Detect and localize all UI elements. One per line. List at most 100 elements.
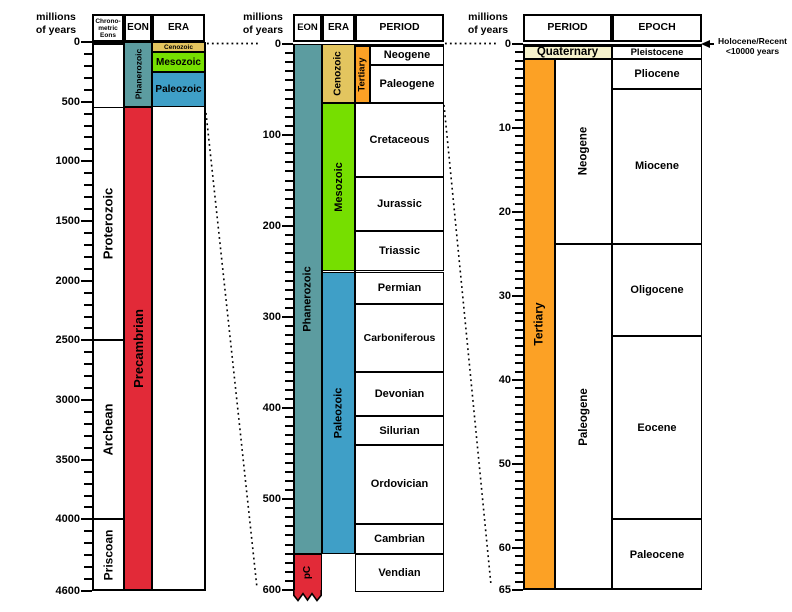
segment-label: Paleocene (629, 548, 685, 561)
axis-tick (81, 458, 92, 461)
axis-tick (84, 422, 92, 425)
segment-label: Neogene (577, 127, 590, 176)
axis-tick (84, 208, 92, 211)
segment-jurassic: Jurassic (355, 176, 444, 231)
torn-edge (293, 589, 322, 602)
axis-tick (285, 443, 293, 446)
segment-label: Pleistocene (630, 46, 684, 58)
annotation-line2: <10000 years (725, 46, 780, 56)
axis-tick (285, 561, 293, 564)
segment-label: Cenozoic (164, 43, 193, 51)
axis-tick (84, 52, 92, 55)
axis-tick (285, 434, 293, 437)
axis-tick (515, 152, 523, 155)
segment-cambrian: Cambrian (355, 523, 444, 554)
axis-tick (285, 416, 293, 419)
axis-tick (515, 337, 523, 339)
axis-tick (285, 479, 293, 482)
segment-oligocene: Oligocene (612, 243, 702, 337)
segment-label: pC (302, 565, 313, 579)
axis-tick (84, 172, 92, 175)
axis-tick (285, 52, 293, 55)
segment-label: Tertiary (532, 302, 547, 346)
column-header-text: ERA (327, 21, 350, 33)
axis-tick (285, 488, 293, 491)
axis-tick (285, 525, 293, 528)
segment-silurian: Silurian (355, 416, 444, 446)
segment-label: Phanerozoic (133, 49, 144, 100)
axis-tick (285, 206, 293, 209)
tick-label-1000: 1000 (55, 155, 80, 168)
axis-tick (515, 429, 523, 432)
column-header-text: PERIOD (379, 21, 420, 34)
border-line (203, 42, 206, 591)
segment-label: Phanerozoic (301, 266, 314, 332)
axis-tick (285, 552, 293, 555)
segment-label: Miocene (634, 160, 679, 173)
segment-pc: pC (293, 553, 322, 590)
column-header-period: PERIOD (355, 14, 444, 42)
axis-tick (285, 461, 293, 464)
axis-tick (84, 351, 92, 354)
axis-tick (81, 160, 92, 163)
segment-label: Vendian (378, 566, 421, 579)
border-line (123, 42, 125, 591)
axis-tick (81, 518, 92, 521)
axis-tick (285, 234, 293, 237)
segment-paleozoic: Paleozoic (322, 271, 355, 554)
axis-tick (515, 412, 523, 415)
axis-tick (84, 267, 92, 270)
tick-label-40: 40 (498, 374, 511, 386)
column-header-eon: EON (293, 14, 322, 42)
column-header-text: EON (297, 21, 318, 33)
segment-ordovician: Ordovician (355, 445, 444, 524)
border-line (700, 44, 703, 590)
axis-tick (282, 43, 293, 45)
axis-tick (515, 253, 523, 255)
axis-tick (285, 379, 293, 382)
axis-tick (515, 93, 523, 96)
axis-tick (84, 566, 92, 569)
axis-tick (512, 211, 523, 213)
tick-label-600: 600 (262, 584, 281, 596)
segment-label: Paleogene (379, 78, 435, 91)
axis-tick (515, 345, 523, 348)
axis-tick (515, 236, 523, 239)
axis-tick (285, 470, 293, 473)
axis-tick (285, 61, 293, 64)
axis-tick (84, 315, 92, 318)
axis-tick (84, 136, 92, 139)
axis-title-line: of years (467, 23, 509, 36)
axis-tick (515, 530, 523, 533)
axis-tick (285, 115, 293, 118)
axis-tick (84, 542, 92, 545)
axis-tick (515, 328, 523, 331)
axis-tick (515, 353, 523, 356)
axis-tick (515, 496, 523, 499)
column-header-text: Eons (100, 32, 116, 40)
zero-line (523, 44, 702, 47)
axis-tick (515, 454, 523, 457)
axis-tick (285, 361, 293, 364)
axis-tick (515, 446, 523, 449)
axis-tick (515, 320, 523, 323)
segment-paleogene: Paleogene (370, 64, 444, 104)
axis-tick (84, 303, 92, 306)
axis-tick (512, 463, 523, 465)
axis-tick (515, 563, 523, 566)
segment-label: Silurian (379, 424, 420, 437)
axis-tick (84, 112, 92, 115)
axis-tick (515, 471, 523, 474)
axis-tick (84, 578, 92, 581)
axis-tick (282, 589, 293, 591)
segment-label: Quaternary (536, 46, 599, 59)
segment-label: Paleogene (577, 388, 590, 446)
axis-tick (515, 85, 523, 87)
axis-tick (515, 521, 523, 524)
axis-tick (285, 297, 293, 300)
segment-paleocene: Paleocene (612, 519, 702, 590)
segment-neogene: Neogene (555, 58, 612, 244)
axis-title: millions of years (26, 11, 86, 36)
axis-tick (512, 43, 523, 45)
segment-neogene: Neogene (370, 45, 444, 65)
